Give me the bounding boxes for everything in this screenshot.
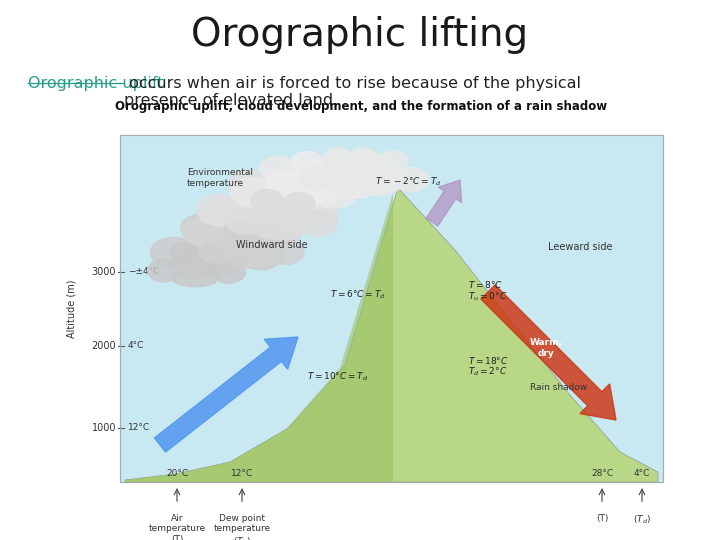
Ellipse shape <box>266 171 304 196</box>
Ellipse shape <box>325 176 376 195</box>
Text: Orographic lifting: Orographic lifting <box>192 16 528 54</box>
Ellipse shape <box>260 156 296 181</box>
Text: 4°C: 4°C <box>634 469 650 477</box>
Ellipse shape <box>323 148 353 169</box>
Ellipse shape <box>186 226 243 264</box>
Text: (T): (T) <box>596 514 608 523</box>
Ellipse shape <box>296 161 344 193</box>
Ellipse shape <box>197 194 245 226</box>
FancyArrow shape <box>426 180 462 226</box>
Text: Dew point
temperature
$(T_d)$: Dew point temperature $(T_d)$ <box>213 514 271 540</box>
Ellipse shape <box>211 230 269 251</box>
Ellipse shape <box>219 218 257 245</box>
Ellipse shape <box>353 151 383 172</box>
Text: Environmental
temperature: Environmental temperature <box>187 168 253 188</box>
Ellipse shape <box>171 268 219 287</box>
Ellipse shape <box>296 160 332 185</box>
Text: Orographic uplift: Orographic uplift <box>28 76 163 91</box>
Ellipse shape <box>215 208 266 242</box>
Ellipse shape <box>300 210 338 236</box>
Ellipse shape <box>283 193 315 215</box>
Bar <box>120 135 663 482</box>
Ellipse shape <box>348 148 378 169</box>
Ellipse shape <box>225 208 264 234</box>
Ellipse shape <box>212 261 246 283</box>
Text: 20°C: 20°C <box>166 469 188 477</box>
Text: Warm,
dry: Warm, dry <box>530 338 562 357</box>
Text: $T = 6°C = T_d$: $T = 6°C = T_d$ <box>330 289 386 301</box>
Ellipse shape <box>368 167 404 192</box>
Ellipse shape <box>324 166 360 190</box>
Ellipse shape <box>235 182 295 222</box>
Text: Orographic uplift, cloud development, and the formation of a rain shadow: Orographic uplift, cloud development, an… <box>115 100 607 113</box>
Ellipse shape <box>182 218 223 245</box>
Ellipse shape <box>228 230 272 260</box>
Ellipse shape <box>261 190 323 213</box>
Ellipse shape <box>210 198 243 221</box>
Ellipse shape <box>393 167 429 192</box>
Ellipse shape <box>251 190 283 212</box>
Ellipse shape <box>289 196 337 228</box>
Ellipse shape <box>261 220 301 247</box>
Text: 2000: 2000 <box>91 341 116 351</box>
Ellipse shape <box>253 224 283 245</box>
Ellipse shape <box>268 240 304 265</box>
Text: $(T_d)$: $(T_d)$ <box>633 514 651 526</box>
Ellipse shape <box>223 221 253 242</box>
Text: 1000: 1000 <box>91 423 116 433</box>
Ellipse shape <box>269 174 309 202</box>
Text: $T = -2°C = T_d$: $T = -2°C = T_d$ <box>374 176 441 188</box>
Ellipse shape <box>174 251 216 279</box>
Ellipse shape <box>291 151 323 174</box>
Ellipse shape <box>231 178 274 207</box>
Text: −±4°C: −±4°C <box>128 267 159 276</box>
Ellipse shape <box>229 170 269 198</box>
Text: 28°C: 28°C <box>591 469 613 477</box>
Text: $T_d = 2°C$: $T_d = 2°C$ <box>468 366 508 378</box>
Ellipse shape <box>253 219 307 240</box>
Bar <box>120 135 663 482</box>
Ellipse shape <box>293 181 347 202</box>
Text: Altitude (m): Altitude (m) <box>67 279 77 338</box>
Polygon shape <box>125 188 658 482</box>
Ellipse shape <box>314 180 357 208</box>
FancyArrow shape <box>481 285 616 420</box>
Ellipse shape <box>183 249 247 274</box>
Ellipse shape <box>353 157 397 187</box>
Ellipse shape <box>265 167 319 203</box>
Ellipse shape <box>238 239 284 269</box>
Ellipse shape <box>181 214 219 241</box>
Text: 12°C: 12°C <box>231 469 253 477</box>
Ellipse shape <box>198 245 226 265</box>
Ellipse shape <box>339 172 377 198</box>
Ellipse shape <box>299 166 335 190</box>
Ellipse shape <box>256 199 304 231</box>
Ellipse shape <box>243 201 277 225</box>
Text: Air
temperature
(T): Air temperature (T) <box>148 514 206 540</box>
FancyArrow shape <box>155 337 298 452</box>
Text: $T = 8°C$: $T = 8°C$ <box>468 280 503 291</box>
Ellipse shape <box>349 176 400 195</box>
Text: 12°C: 12°C <box>128 423 150 433</box>
Text: $T = 10°C = T_d$: $T = 10°C = T_d$ <box>307 371 369 383</box>
Ellipse shape <box>170 242 198 262</box>
Polygon shape <box>125 193 393 482</box>
Text: $T_u = 0°C$: $T_u = 0°C$ <box>468 291 508 303</box>
Ellipse shape <box>225 249 276 268</box>
Text: occurs when air is forced to rise because of the physical
presence of elevated l: occurs when air is forced to rise becaus… <box>124 76 581 109</box>
Text: $T = 18°C$: $T = 18°C$ <box>468 354 509 366</box>
Ellipse shape <box>323 154 355 177</box>
Text: Windward side: Windward side <box>236 240 308 250</box>
Ellipse shape <box>231 207 299 233</box>
Ellipse shape <box>328 157 372 187</box>
Ellipse shape <box>150 238 196 268</box>
Ellipse shape <box>378 151 408 172</box>
Text: Rain shadow: Rain shadow <box>530 382 588 392</box>
Text: Leeward side: Leeward side <box>548 242 612 252</box>
Text: 3000: 3000 <box>91 267 116 277</box>
Ellipse shape <box>199 239 235 263</box>
Text: 4°C: 4°C <box>128 341 145 350</box>
Ellipse shape <box>148 259 181 282</box>
